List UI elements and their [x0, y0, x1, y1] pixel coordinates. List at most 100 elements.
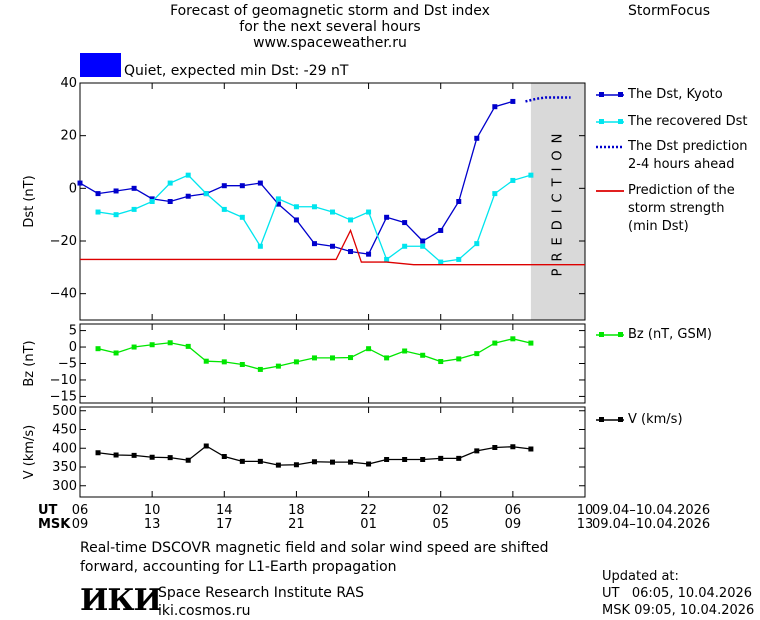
data-point: [474, 135, 480, 141]
updated-ut: UT 06:05, 10.04.2026: [602, 586, 753, 601]
y-tick-label: 20: [60, 129, 77, 144]
data-point: [95, 191, 101, 197]
data-point: [311, 241, 317, 247]
data-point: [131, 206, 137, 212]
data-point: [149, 196, 155, 202]
data-point: [203, 443, 209, 449]
data-point: [402, 348, 408, 354]
y-tick-label: −5: [58, 357, 77, 372]
data-point: [438, 259, 444, 265]
data-point: [149, 342, 155, 348]
footer-note: Real-time DSCOVR magnetic field and sola…: [80, 539, 549, 577]
y-axis-label: Dst (nT): [22, 175, 37, 227]
data-point: [366, 461, 372, 467]
status-color-swatch: [80, 53, 121, 77]
data-point: [131, 185, 137, 191]
data-point: [420, 243, 426, 249]
panel-frame: [79, 323, 586, 404]
status-text: Quiet, expected min Dst: -29 nT: [124, 63, 349, 79]
data-point: [366, 251, 372, 257]
data-point: [348, 459, 354, 465]
updated-info: Updated at: UT 06:05, 10.04.2026 MSK 09:…: [602, 568, 754, 619]
series-line: [97, 174, 532, 263]
ut-tick-label: 14: [216, 503, 233, 518]
data-point: [330, 459, 335, 465]
data-point: [492, 340, 498, 346]
data-point: [311, 459, 317, 465]
data-point: [384, 457, 390, 462]
y-tick-label: 400: [52, 441, 77, 456]
data-point: [384, 214, 390, 220]
ut-axis-label: UT: [38, 503, 58, 518]
iki-logo: ИКИ: [80, 583, 162, 618]
prediction-band-label: PREDICTION: [550, 127, 565, 277]
series-line: [80, 228, 585, 266]
data-point: [384, 256, 390, 262]
legend-label: V (km/s): [628, 412, 683, 427]
legend-label: Bz (nT, GSM): [628, 327, 713, 342]
data-point: [293, 217, 299, 223]
data-point: [185, 193, 191, 199]
msk-tick-label: 01: [360, 517, 377, 532]
data-point: [528, 446, 534, 452]
data-point: [239, 214, 245, 220]
institute-link[interactable]: iki.cosmos.ru: [158, 603, 251, 619]
msk-tick-label: 13: [144, 517, 161, 532]
data-point: [149, 199, 155, 204]
data-point: [492, 445, 498, 450]
institute-info: Space Research Institute RAS iki.cosmos.…: [158, 584, 364, 620]
data-point: [402, 457, 408, 462]
brand-name: StormFocus: [628, 3, 711, 19]
data-point: [420, 352, 426, 358]
data-point: [348, 249, 354, 255]
legend-label: storm strength: [628, 201, 725, 216]
ut-tick-label: 02: [432, 503, 449, 518]
chart-header: Forecast of geomagnetic storm and Dst in…: [80, 3, 580, 51]
website-link[interactable]: www.spaceweather.ru: [253, 35, 407, 51]
msk-axis-label: MSK: [38, 517, 71, 532]
data-point: [167, 199, 173, 204]
data-point: [167, 340, 173, 346]
y-axis-label: V (km/s): [22, 425, 37, 480]
data-point: [456, 256, 462, 262]
ut-tick-label: 18: [288, 503, 305, 518]
y-tick-label: 40: [60, 76, 77, 91]
data-point: [492, 191, 498, 197]
data-point: [330, 243, 335, 249]
data-point: [420, 457, 426, 462]
data-point: [167, 455, 173, 461]
y-tick-label: 5: [69, 324, 77, 339]
data-point: [510, 177, 516, 183]
data-point: [402, 220, 408, 226]
y-tick-label: −20: [50, 234, 77, 249]
data-point: [474, 241, 480, 247]
data-point: [366, 209, 372, 215]
y-tick-label: 0: [69, 181, 77, 196]
y-tick-label: 300: [52, 479, 77, 494]
data-point: [185, 172, 191, 178]
data-point: [167, 180, 173, 186]
data-point: [420, 238, 426, 244]
data-point: [528, 172, 534, 178]
msk-tick-label: 09: [72, 517, 89, 532]
data-point: [221, 359, 227, 365]
data-point: [402, 243, 408, 249]
y-tick-label: 500: [52, 404, 77, 419]
y-tick-label: 450: [52, 423, 77, 438]
data-point: [257, 458, 263, 464]
msk-tick-label: 21: [288, 517, 305, 532]
panel-frame: [79, 82, 586, 321]
legend-label: Prediction of the: [628, 183, 735, 198]
data-point: [221, 183, 227, 189]
data-point: [474, 351, 480, 357]
data-point: [293, 359, 299, 365]
data-point: [275, 196, 281, 202]
ut-tick-label: 22: [360, 503, 377, 518]
data-point: [293, 204, 299, 210]
y-tick-label: 0: [69, 340, 77, 355]
updated-msk: MSK 09:05, 10.04.2026: [602, 603, 755, 618]
data-point: [95, 209, 101, 215]
data-point: [474, 448, 480, 454]
msk-date-range: 09.04–10.04.2026: [592, 517, 710, 532]
